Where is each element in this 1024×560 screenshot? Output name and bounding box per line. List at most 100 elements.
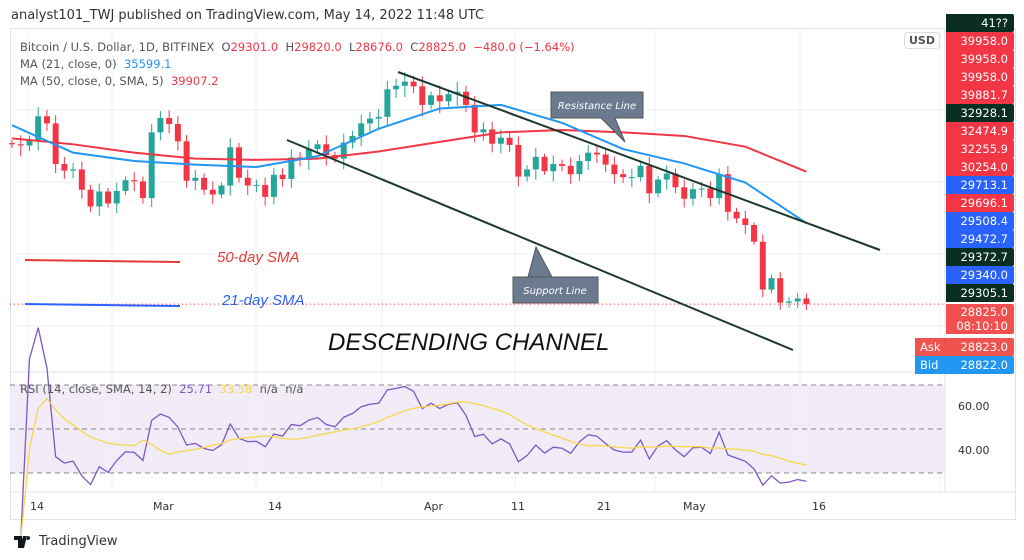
- ma21-line: [11, 103, 807, 225]
- rsi-na: n/a: [285, 382, 304, 396]
- candle-body: [183, 141, 190, 181]
- price-axis-label: 39958.0: [946, 32, 1014, 50]
- price-axis-label: 39958.0: [946, 68, 1014, 86]
- last-price: 28825.0: [960, 305, 1008, 319]
- price-axis-label: 32474.9: [946, 122, 1014, 140]
- candle-body: [270, 174, 277, 197]
- low-value: 28676.0: [355, 40, 403, 54]
- candle-body: [768, 278, 775, 290]
- candle-body: [70, 169, 77, 171]
- candle-body: [689, 189, 696, 199]
- candle-body: [497, 137, 504, 144]
- ma50-label: MA (50, close, 0, SMA, 5): [20, 74, 164, 88]
- candle-body: [489, 129, 496, 144]
- candle-body: [253, 184, 260, 186]
- rsi-axis-label: 60.00: [958, 400, 990, 413]
- candle-body: [672, 173, 679, 188]
- bar-countdown: 08:10:10: [956, 319, 1008, 333]
- candle-body: [785, 301, 792, 303]
- candle-body: [646, 165, 653, 194]
- candle-body: [751, 224, 758, 242]
- candle-body: [384, 89, 391, 117]
- rsi-na: n/a: [259, 382, 278, 396]
- sma21-sample-line: [24, 303, 181, 307]
- resistance-trendline: [397, 71, 881, 251]
- sma21-annotation: 21-day SMA: [221, 292, 305, 309]
- ma50-value: 39907.2: [170, 74, 219, 88]
- ma50-line: [11, 128, 807, 173]
- candle-body: [716, 174, 723, 199]
- low-label: L: [349, 40, 356, 54]
- candle-body: [567, 165, 574, 175]
- bid-text: Bid: [920, 358, 939, 372]
- candle-body: [61, 164, 68, 171]
- price-axis-label: 29472.7: [946, 230, 1014, 248]
- candle-body: [358, 123, 365, 136]
- price-axis-label: 30254.0: [946, 158, 1014, 176]
- rsi-axis-label: 40.00: [958, 444, 990, 457]
- candle-body: [174, 123, 181, 142]
- candle-body: [681, 187, 688, 199]
- candle-body: [323, 144, 330, 156]
- candle-body: [759, 241, 766, 290]
- candle-body: [663, 173, 670, 180]
- time-axis-label: 16: [812, 500, 826, 513]
- last-price-label: 28825.0 08:10:10: [946, 304, 1014, 334]
- chart-frame: [10, 28, 1016, 520]
- candle-body: [279, 174, 286, 179]
- ask-label: Ask 28823.0: [915, 338, 1014, 356]
- rsi-ma-line: [20, 397, 807, 540]
- resistance-callout: [550, 91, 644, 143]
- candle-body: [314, 144, 321, 150]
- time-axis-label: 14: [268, 500, 282, 513]
- candle-body: [105, 191, 112, 204]
- candle-body: [401, 81, 408, 86]
- candle-body: [192, 177, 199, 181]
- candle-body: [471, 104, 478, 133]
- candle-body: [794, 298, 801, 302]
- symbol-legend: Bitcoin / U.S. Dollar, 1D, BITFINEX O293…: [20, 40, 575, 54]
- candle-body: [288, 157, 295, 179]
- high-label: H: [285, 40, 295, 54]
- rsi-ma-value: 33.58: [219, 382, 253, 396]
- change-value: −480.0 (−1.64%): [473, 40, 575, 54]
- candle-body: [515, 144, 522, 177]
- close-label: C: [410, 40, 419, 54]
- candle-body: [742, 218, 749, 225]
- ma21-legend[interactable]: MA (21, close, 0) 35599.1: [20, 57, 172, 71]
- tradingview-logo[interactable]: TradingView: [14, 534, 118, 549]
- candle-body: [611, 164, 618, 175]
- candle-body: [620, 174, 627, 178]
- candle-body: [628, 177, 635, 179]
- currency-badge[interactable]: USD: [904, 32, 940, 49]
- descending-channel-annotation: DESCENDING CHANNEL: [328, 329, 609, 356]
- candle-body: [698, 188, 705, 190]
- candle-body: [524, 169, 531, 177]
- candle-body: [410, 81, 417, 87]
- candle-body: [113, 190, 120, 204]
- price-axis-label: 29340.0: [946, 266, 1014, 284]
- tradingview-logo-icon: [14, 535, 31, 548]
- candle-body: [480, 129, 487, 133]
- price-axis-label: 39881.7: [946, 86, 1014, 104]
- support-trendline: [286, 139, 794, 351]
- ma21-value: 35599.1: [123, 57, 172, 71]
- candle-body: [506, 137, 513, 145]
- rsi-legend[interactable]: RSI (14, close, SMA, 14, 2) 25.71 33.58 …: [20, 382, 303, 396]
- ma50-legend[interactable]: MA (50, close, 0, SMA, 5) 39907.2: [20, 74, 219, 88]
- candle-body: [375, 116, 382, 119]
- ask-price: 28823.0: [960, 340, 1008, 354]
- candle-body: [655, 179, 662, 194]
- candle-body: [428, 95, 435, 105]
- candle-body: [43, 116, 50, 124]
- candle-body: [733, 211, 740, 219]
- candle-body: [366, 118, 373, 124]
- candle-body: [148, 132, 155, 199]
- candle-body: [462, 91, 469, 105]
- candle-body: [235, 147, 242, 178]
- rsi-value: 25.71: [179, 382, 213, 396]
- candle-body: [541, 156, 548, 172]
- price-axis-label: 29696.1: [946, 194, 1014, 212]
- candle-body: [803, 298, 810, 305]
